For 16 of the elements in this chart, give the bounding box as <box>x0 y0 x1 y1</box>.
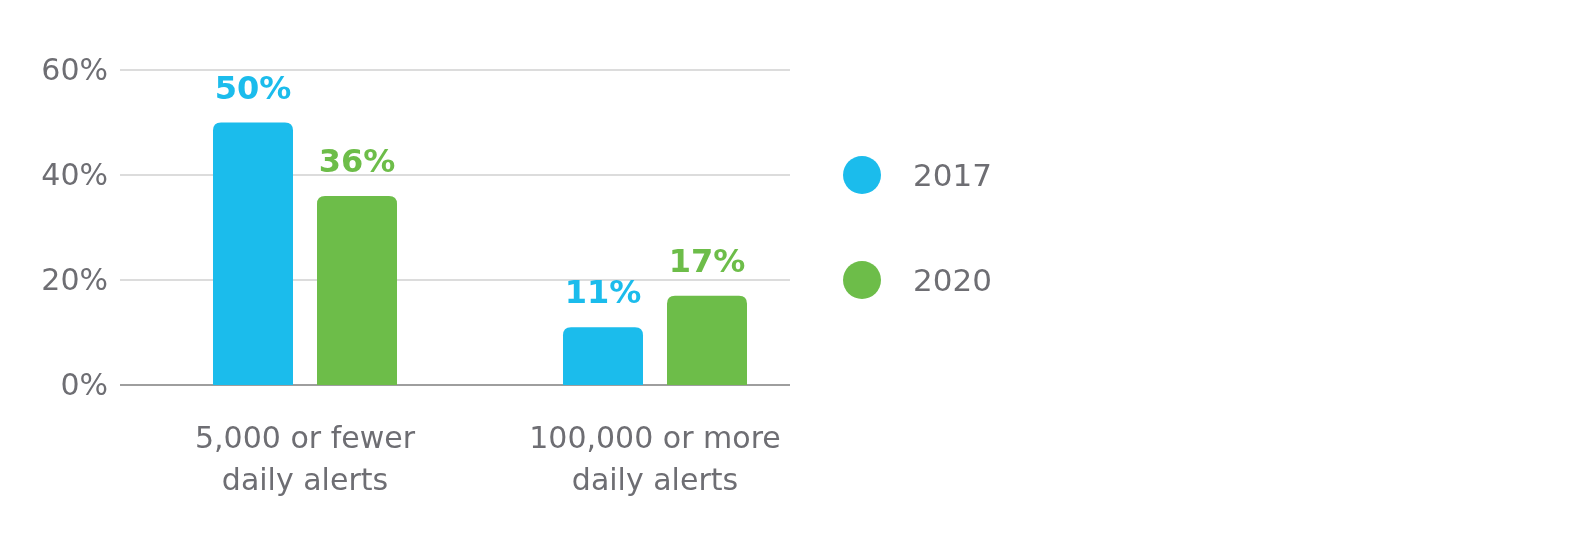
data-label: 11% <box>564 273 642 312</box>
legend-label: 2017 <box>913 157 992 193</box>
data-label: 17% <box>668 241 746 280</box>
y-tick-label: 20% <box>41 262 108 298</box>
x-tick-label: 5,000 or fewer daily alerts <box>195 420 416 497</box>
bar <box>563 327 643 385</box>
y-tick-label: 40% <box>41 157 108 193</box>
y-tick-label: 60% <box>41 52 108 88</box>
data-label: 36% <box>318 142 396 180</box>
bar <box>317 196 397 385</box>
data-label: 50% <box>214 68 292 107</box>
legend-label: 2020 <box>913 262 992 298</box>
x-tick-label: 100,000 or more daily alerts <box>529 420 781 497</box>
bar <box>213 122 293 385</box>
bar <box>667 295 747 385</box>
y-tick-label: 0% <box>60 367 108 403</box>
